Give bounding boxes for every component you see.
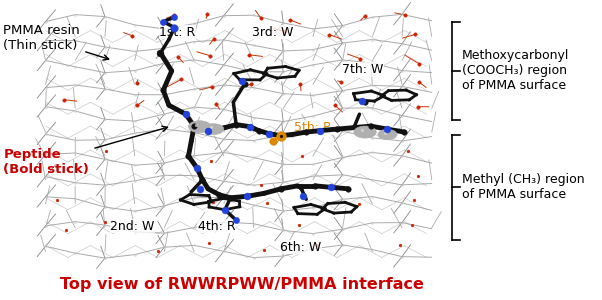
Circle shape xyxy=(203,124,224,134)
Text: Methoxycarbonyl
(COOCH₃) region
of PMMA surface: Methoxycarbonyl (COOCH₃) region of PMMA … xyxy=(462,50,569,92)
Text: 1st: R: 1st: R xyxy=(159,26,196,38)
Circle shape xyxy=(354,126,376,138)
Text: 4th: R: 4th: R xyxy=(197,220,235,232)
Text: 3rd: W: 3rd: W xyxy=(252,26,293,38)
Circle shape xyxy=(188,121,211,133)
Text: 2nd: W: 2nd: W xyxy=(110,220,155,232)
Text: 7th: W: 7th: W xyxy=(341,63,383,76)
Text: Top view of RWWRPWW/PMMA interface: Top view of RWWRPWW/PMMA interface xyxy=(60,277,424,292)
Text: PMMA resin
(Thin stick): PMMA resin (Thin stick) xyxy=(4,24,109,60)
Text: 5th: P: 5th: P xyxy=(294,121,330,134)
Text: Peptide
(Bold stick): Peptide (Bold stick) xyxy=(4,126,167,176)
Circle shape xyxy=(378,129,397,140)
Text: Methyl (CH₃) region
of PMMA surface: Methyl (CH₃) region of PMMA surface xyxy=(462,173,585,201)
Text: 6th: W: 6th: W xyxy=(280,241,321,254)
